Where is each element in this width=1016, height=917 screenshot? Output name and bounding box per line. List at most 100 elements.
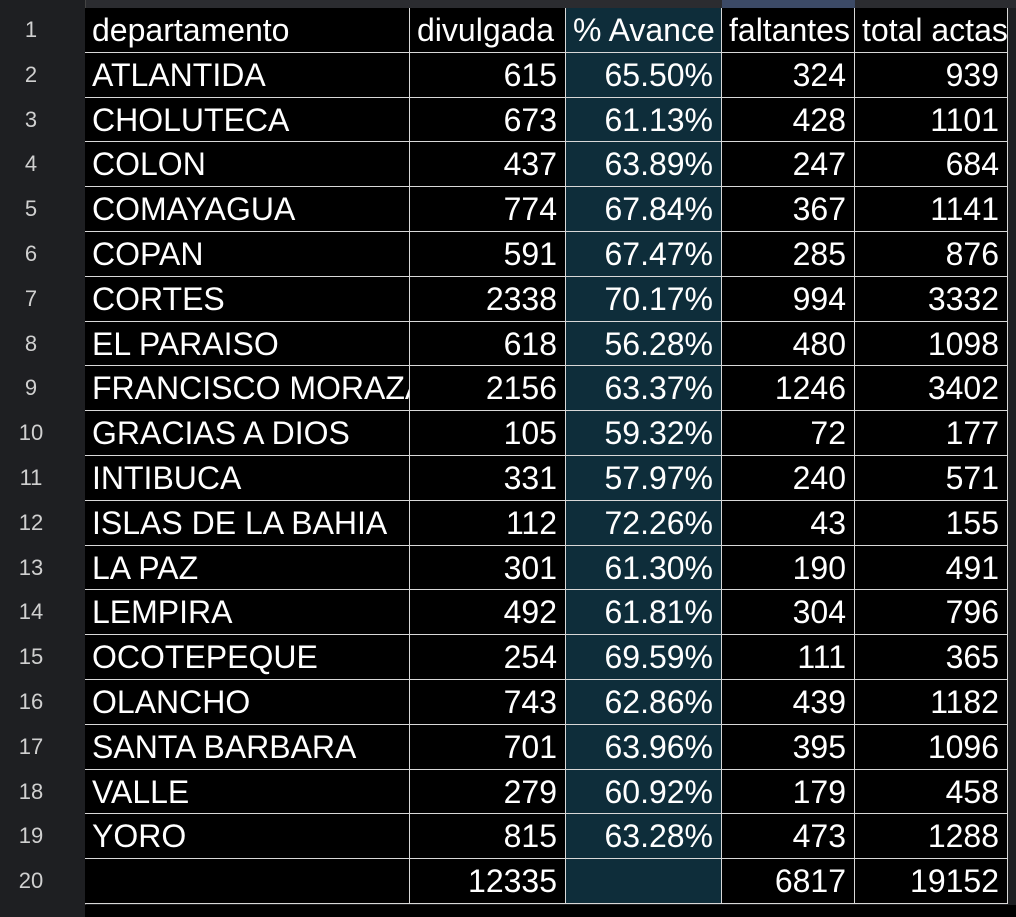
- cell: VALLE: [85, 769, 410, 815]
- cell: 63.89%: [566, 142, 722, 188]
- cell: COLON: [85, 142, 410, 188]
- cell: 796: [855, 590, 1008, 636]
- row-number: 16: [18, 689, 44, 714]
- cell: 279: [410, 769, 566, 815]
- cell: 395: [722, 724, 855, 770]
- cell: 473: [722, 814, 855, 860]
- row-number: 12: [18, 509, 44, 535]
- cell: 1182: [855, 680, 1008, 725]
- row-number: 19: [18, 823, 44, 849]
- cell: 67.47%: [566, 232, 722, 277]
- row-number: 8: [24, 330, 38, 356]
- cell: INTIBUCA: [85, 456, 410, 501]
- cell: 1101: [855, 97, 1008, 143]
- cell: YORO: [85, 814, 410, 860]
- row-number: 10: [18, 420, 44, 446]
- selected-column-header: [722, 0, 855, 8]
- cell: 3402: [855, 366, 1008, 412]
- cell: CHOLUTECA: [85, 97, 410, 143]
- cell: LEMPIRA: [85, 590, 410, 636]
- cell: 439: [722, 680, 855, 725]
- cell: 324: [722, 52, 855, 98]
- cell: 179: [722, 769, 855, 815]
- row-number: 11: [19, 465, 43, 490]
- cell: total actas: [855, 8, 1008, 53]
- cell: 994: [722, 276, 855, 322]
- cell: [566, 859, 722, 904]
- cell: 591: [410, 232, 566, 277]
- cell: % Avance: [566, 8, 722, 53]
- row-number: 17: [18, 733, 44, 759]
- cell: 72.26%: [566, 500, 722, 546]
- row-number: 14: [18, 599, 44, 625]
- cell: 19152: [855, 859, 1008, 904]
- row-number: 4: [24, 151, 38, 177]
- row-number: 15: [18, 644, 44, 670]
- cell: 6817: [722, 859, 855, 904]
- cell: 61.30%: [566, 545, 722, 591]
- cell: [85, 859, 410, 904]
- cell: 254: [410, 635, 566, 680]
- cell: 285: [722, 232, 855, 277]
- row-number: 6: [24, 241, 38, 266]
- cell: 939: [855, 52, 1008, 98]
- cell: 60.92%: [566, 769, 722, 815]
- cell: 428: [722, 97, 855, 143]
- row-number: 9: [24, 375, 38, 401]
- cell: OCOTEPEQUE: [85, 635, 410, 680]
- cell: 56.28%: [566, 321, 722, 367]
- cell: 69.59%: [566, 635, 722, 680]
- cell: 701: [410, 724, 566, 770]
- row-number: 1: [24, 17, 38, 42]
- cell: 774: [410, 187, 566, 232]
- row-number: 2: [24, 61, 38, 87]
- bottom-strip: [85, 905, 1016, 917]
- row-number: 5: [24, 196, 38, 222]
- cell: 673: [410, 97, 566, 143]
- cell: 2338: [410, 276, 566, 322]
- cell: 247: [722, 142, 855, 188]
- cell: 684: [855, 142, 1008, 188]
- cell: 458: [855, 769, 1008, 815]
- cell: 59.32%: [566, 411, 722, 456]
- cell: 365: [855, 635, 1008, 680]
- row-number: 18: [18, 778, 44, 804]
- cell: 1288: [855, 814, 1008, 860]
- cell: 1246: [722, 366, 855, 412]
- cell: 618: [410, 321, 566, 367]
- cell: divulgada: [410, 8, 566, 53]
- cell: 190: [722, 545, 855, 591]
- cell: ISLAS DE LA BAHIA: [85, 500, 410, 546]
- cell: OLANCHO: [85, 680, 410, 725]
- cell: 61.13%: [566, 97, 722, 143]
- cell: faltantes: [722, 8, 855, 53]
- cell: 63.28%: [566, 814, 722, 860]
- cell: 112: [410, 500, 566, 546]
- cell: 62.86%: [566, 680, 722, 725]
- cell: 492: [410, 590, 566, 636]
- cell: 301: [410, 545, 566, 591]
- cell: 367: [722, 187, 855, 232]
- cell: 12335: [410, 859, 566, 904]
- cell: LA PAZ: [85, 545, 410, 591]
- cell: departamento: [85, 8, 410, 53]
- cell: COPAN: [85, 232, 410, 277]
- row-number: 3: [24, 106, 38, 132]
- cell: 240: [722, 456, 855, 501]
- cell: COMAYAGUA: [85, 187, 410, 232]
- cell: 63.96%: [566, 724, 722, 770]
- cell: 1098: [855, 321, 1008, 367]
- column-header-strip: [0, 0, 1016, 8]
- cell: CORTES: [85, 276, 410, 322]
- cell: SANTA BARBARA: [85, 724, 410, 770]
- cell: 876: [855, 232, 1008, 277]
- cell: 177: [855, 411, 1008, 456]
- row-number: 13: [18, 554, 44, 580]
- cell: 815: [410, 814, 566, 860]
- cell: 72: [722, 411, 855, 456]
- cell: 57.97%: [566, 456, 722, 501]
- row-number: 20: [18, 868, 44, 894]
- cell: 65.50%: [566, 52, 722, 98]
- cell: ATLANTIDA: [85, 52, 410, 98]
- cell: 43: [722, 500, 855, 546]
